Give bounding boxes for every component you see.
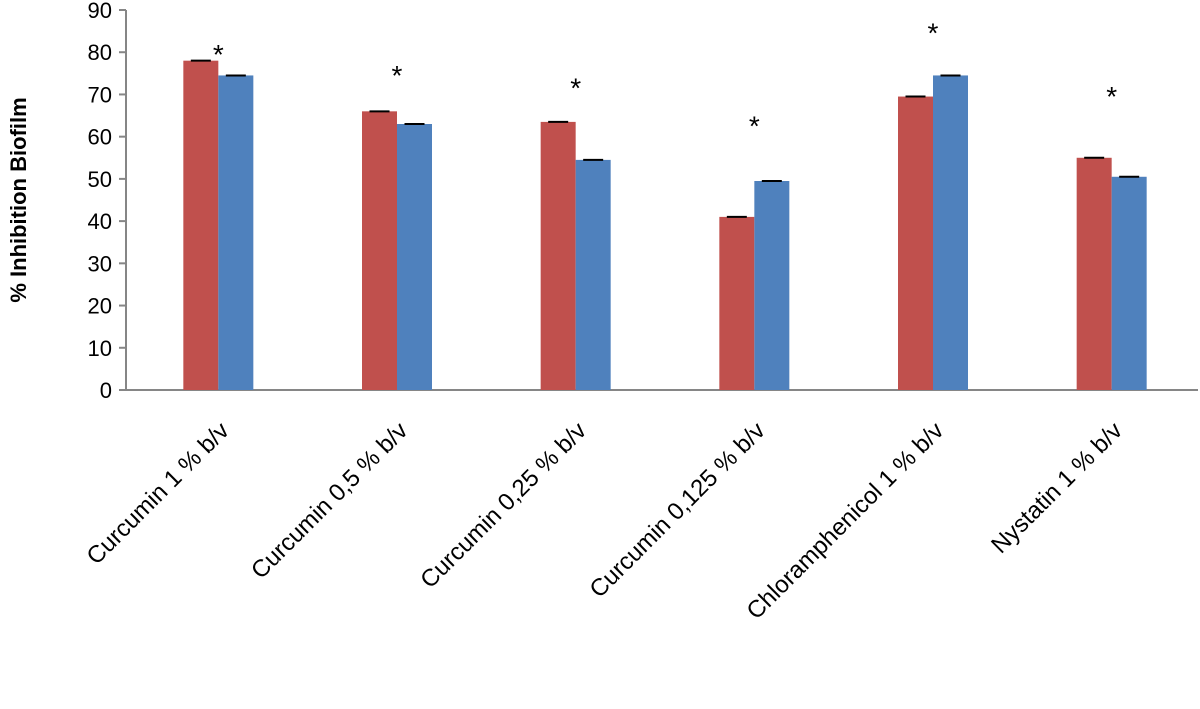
bar-series-2 bbox=[218, 75, 254, 390]
bar-series-1 bbox=[1076, 157, 1112, 390]
y-tick-label: 20 bbox=[88, 294, 112, 319]
bar-series-1 bbox=[719, 216, 755, 390]
significance-star: * bbox=[570, 73, 581, 104]
bar-series-1 bbox=[183, 60, 219, 391]
x-category-label: Curcumin 1 % b/v bbox=[82, 417, 235, 570]
bar-series-2 bbox=[933, 75, 968, 390]
x-category-label: Curcumin 0,125 % b/v bbox=[585, 417, 771, 603]
y-tick-label: 70 bbox=[88, 82, 112, 107]
bar-series-1 bbox=[898, 96, 933, 391]
x-category-label: Curcumin 0,25 % b/v bbox=[415, 417, 592, 594]
y-tick-label: 30 bbox=[88, 251, 112, 276]
significance-star: * bbox=[392, 60, 403, 91]
y-tick-label: 50 bbox=[88, 167, 112, 192]
y-tick-label: 0 bbox=[100, 378, 112, 403]
significance-star: * bbox=[1106, 81, 1117, 112]
x-category-label: Curcumin 0,5 % b/v bbox=[246, 417, 413, 584]
y-tick-label: 10 bbox=[88, 336, 112, 361]
bar-series-2 bbox=[397, 124, 432, 390]
y-ticks: 0 10 20 30 40 50 60 70 80 90 bbox=[88, 0, 126, 403]
bar-series-2 bbox=[754, 181, 790, 390]
bars bbox=[183, 59, 1147, 391]
axes bbox=[125, 10, 1198, 391]
significance-star: * bbox=[213, 39, 224, 70]
significance-star: * bbox=[928, 18, 939, 49]
bar-series-1 bbox=[362, 111, 397, 390]
bar-series-2 bbox=[1111, 176, 1147, 390]
significance-star: * bbox=[749, 111, 760, 142]
y-tick-label: 40 bbox=[88, 209, 112, 234]
y-axis-label: % Inhibition Biofilm bbox=[6, 97, 31, 302]
y-tick-label: 60 bbox=[88, 125, 112, 150]
x-category-label: Nystatin 1 % b/v bbox=[986, 417, 1128, 559]
x-category-label: Chloramphenicol 1 % b/v bbox=[741, 417, 949, 625]
bar-series-2 bbox=[575, 159, 611, 390]
y-tick-label: 90 bbox=[88, 0, 112, 23]
bar-series-1 bbox=[540, 121, 576, 390]
y-tick-label: 80 bbox=[88, 40, 112, 65]
significance-markers: * * * * * * bbox=[213, 18, 1117, 142]
category-labels: Curcumin 1 % b/v Curcumin 0,5 % b/v Curcum… bbox=[82, 417, 1128, 625]
